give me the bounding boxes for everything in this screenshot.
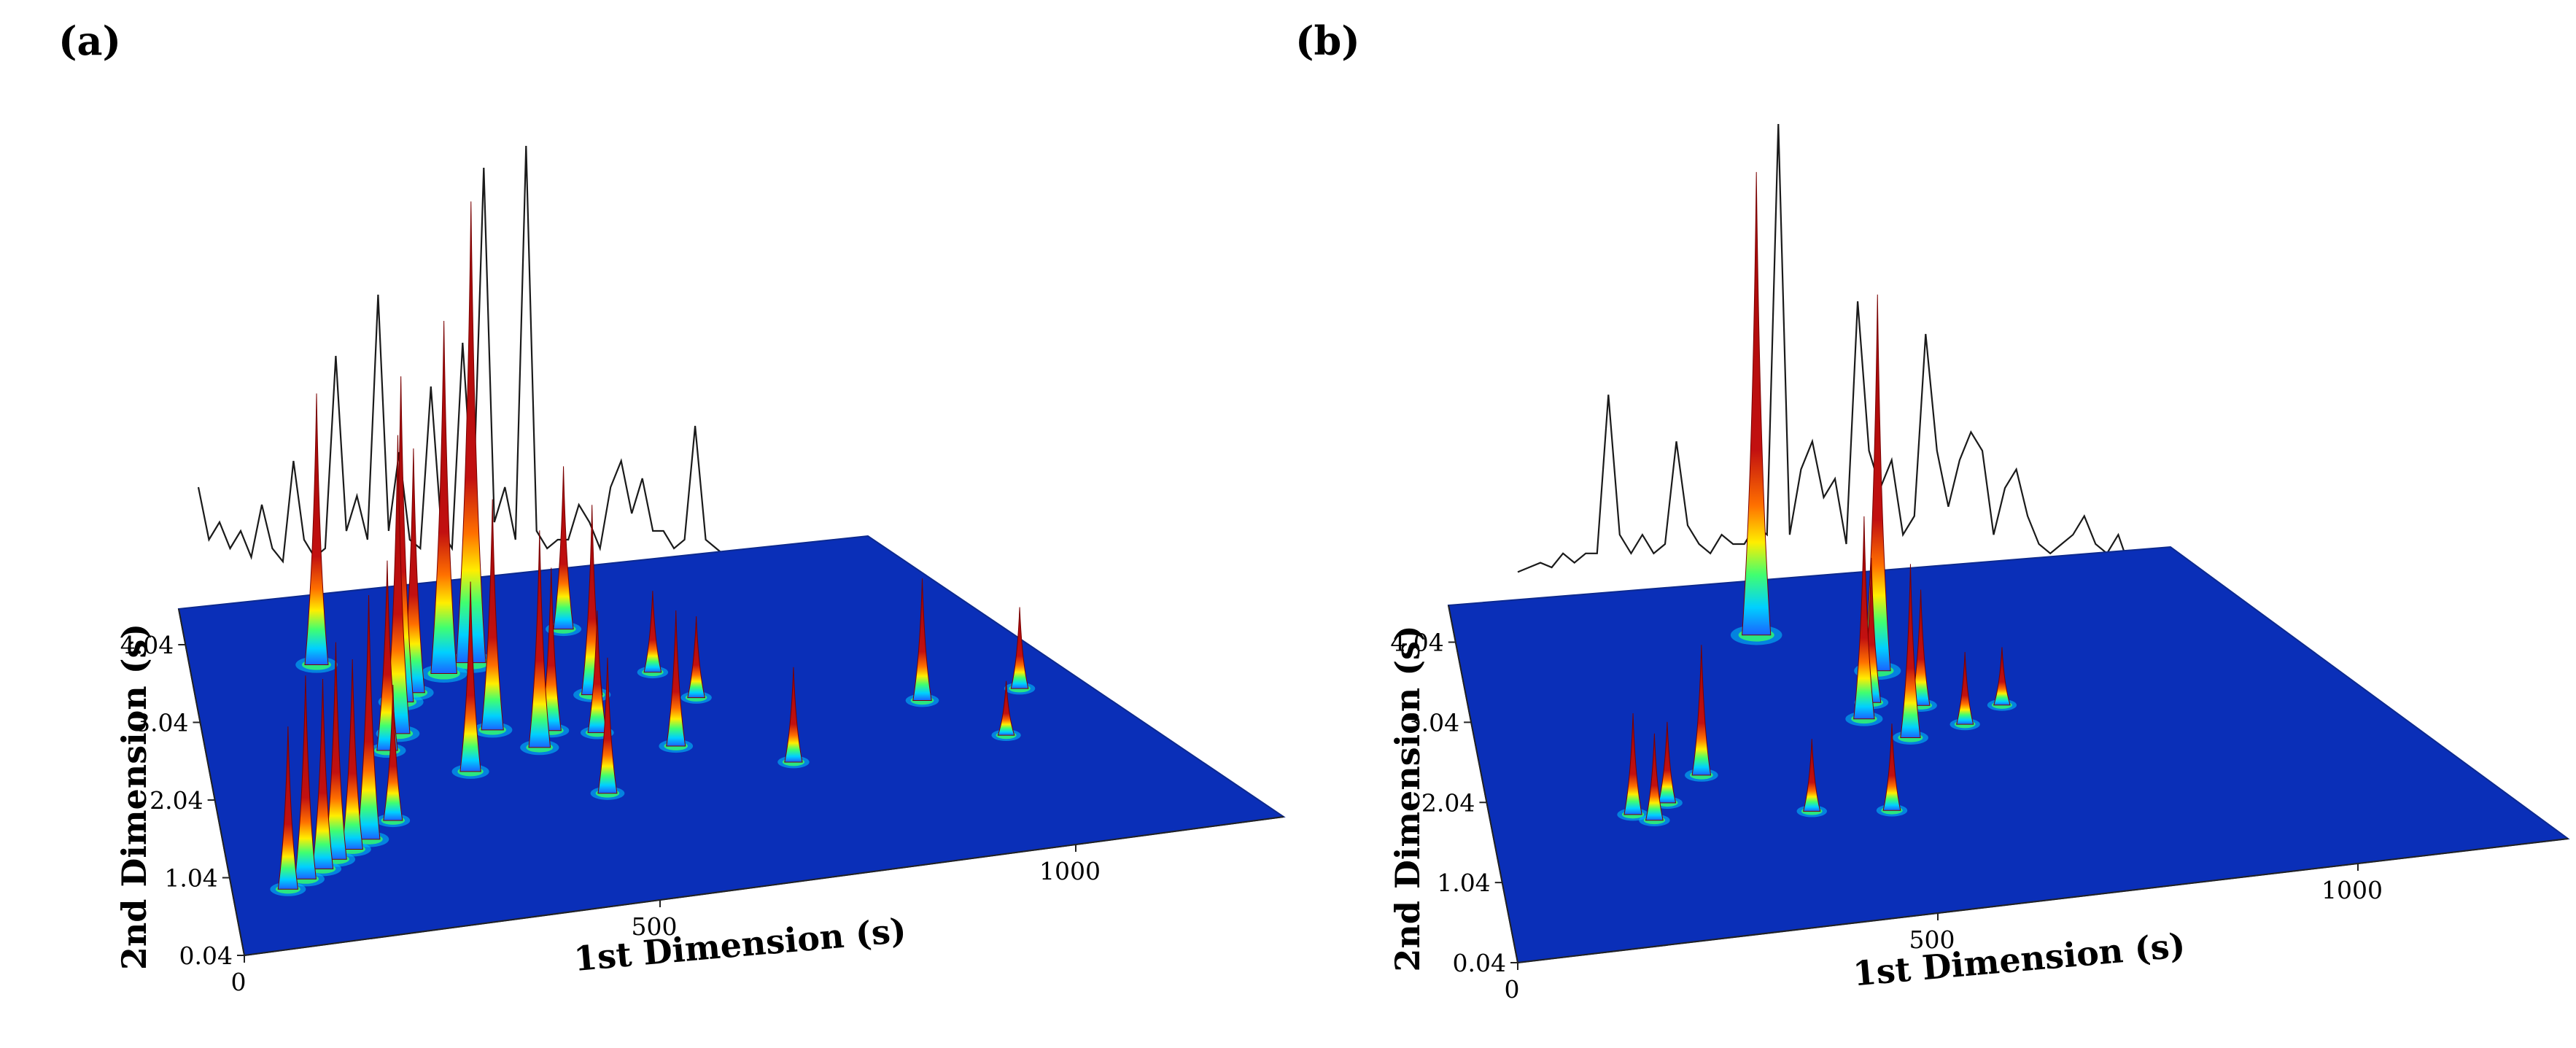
- peak-mark: [383, 684, 403, 821]
- peak-mark: [587, 610, 608, 734]
- panel-label: (b): [1295, 18, 1360, 64]
- y-axis-line: [1448, 605, 1518, 963]
- panel-b: 0 500 1000 0.04 1.04 2.04 3.04 4.04 1st Dimensio…: [1288, 0, 2576, 1048]
- peak-mark: [481, 499, 504, 731]
- x-axis-title: 1st Dimension (s): [573, 910, 908, 979]
- peak-mark: [997, 680, 1015, 736]
- y-tick-label: 4.04: [120, 631, 174, 659]
- peak-mark: [666, 610, 686, 747]
- y-tick-label: 3.04: [135, 708, 188, 737]
- x-tick-label: 500: [1909, 925, 1955, 954]
- y-tick-label: 1.04: [164, 863, 217, 892]
- peak-mark: [912, 578, 932, 701]
- peak-mark: [687, 616, 706, 699]
- peak-mark: [1691, 645, 1712, 776]
- chart-panel-b-svg: 0 500 1000 0.04 1.04 2.04 3.04 4.04 1st Dimensio…: [1295, 18, 2570, 1004]
- peak-mark: [277, 726, 299, 890]
- peak-mark: [1882, 723, 1901, 811]
- x-axis-line: [244, 816, 1284, 956]
- y-tick-label: 2.04: [1421, 788, 1475, 817]
- peak-mark: [357, 594, 381, 840]
- peak-mark: [1863, 294, 1891, 672]
- contour-plane: [177, 535, 1286, 957]
- y-axis-title: 2nd Dimension (s): [1388, 625, 1427, 971]
- tic-trace-line: [197, 145, 864, 567]
- tic-trace-line: [1517, 123, 2153, 573]
- peak-mark: [304, 393, 329, 665]
- peak-mark: [311, 678, 334, 869]
- peak-mark: [553, 466, 574, 630]
- peak-mark: [1645, 733, 1664, 821]
- y-tick-label: 2.04: [150, 786, 203, 815]
- y-axis-title: 2nd Dimension (s): [115, 624, 154, 970]
- peak-mark: [325, 642, 347, 860]
- x-tick-label: 0: [1505, 975, 1520, 1004]
- peak-mark: [1956, 651, 1974, 725]
- y-tick-label: 3.04: [1406, 708, 1459, 737]
- peak-mark: [1010, 607, 1029, 689]
- peak-mark: [1658, 721, 1677, 804]
- x-tick-label: 0: [231, 968, 247, 996]
- chart-panel-a-svg: 0 500 1000 0.04 1.04 2.04 3.04 4.04 1st Dimensio…: [58, 18, 1286, 996]
- peak-mark: [1623, 713, 1642, 815]
- x-tick-label: 1000: [2321, 876, 2383, 904]
- panel-label: (a): [58, 18, 121, 64]
- y-axis-line: [178, 608, 245, 956]
- y-tick-label: 0.04: [1453, 949, 1506, 977]
- x-axis-line: [1517, 838, 2569, 963]
- x-tick-label: 1000: [1039, 857, 1101, 885]
- y-tick-label: 4.04: [1390, 629, 1443, 657]
- peak-mark: [1742, 171, 1772, 636]
- peak-mark: [784, 667, 803, 763]
- y-tick-label: 1.04: [1437, 869, 1490, 897]
- peak-mark: [341, 659, 363, 850]
- peak-mark: [643, 591, 662, 673]
- peak-mark: [528, 530, 551, 748]
- peak-mark: [385, 435, 411, 734]
- x-axis-title: 1st Dimension (s): [1851, 925, 2187, 994]
- x-tick-label: 500: [632, 912, 678, 941]
- peak-mark: [1911, 589, 1931, 706]
- peak-mark: [1803, 739, 1821, 812]
- peak-mark: [456, 201, 486, 664]
- contour-plane: [1447, 546, 2570, 964]
- peak-mark: [294, 675, 317, 880]
- y-tick-label: 0.04: [179, 942, 233, 970]
- peak-mark: [430, 320, 457, 675]
- peak-mark: [1993, 647, 2011, 706]
- peak-mark: [1900, 564, 1921, 738]
- panel-a: 0 500 1000 0.04 1.04 2.04 3.04 4.04 1st Dimensio…: [58, 18, 1286, 996]
- peak-mark: [597, 657, 618, 794]
- peak-mark: [1853, 516, 1875, 720]
- peak-mark: [459, 581, 481, 772]
